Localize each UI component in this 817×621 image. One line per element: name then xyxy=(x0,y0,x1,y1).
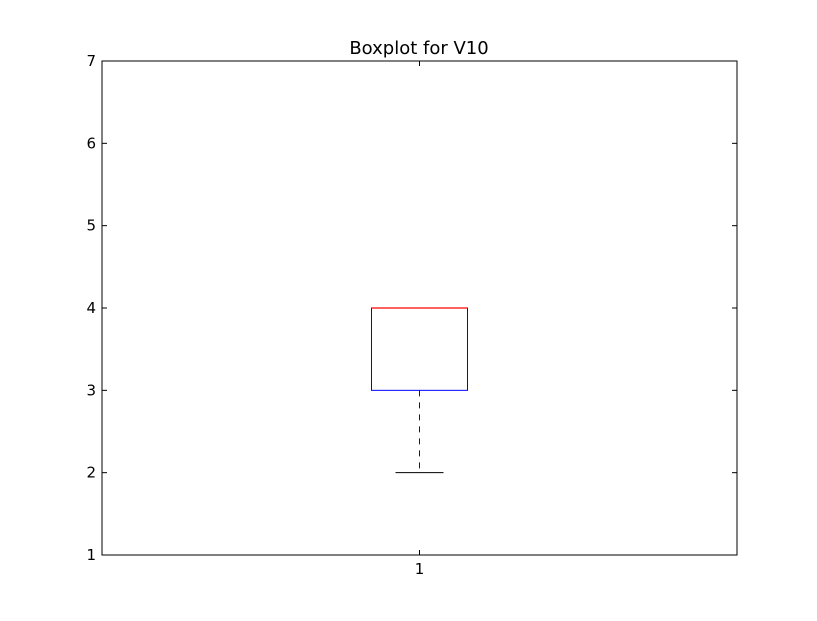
x-tick-label: 1 xyxy=(415,560,425,578)
y-tick-label: 6 xyxy=(86,134,96,152)
chart-title: Boxplot for V10 xyxy=(349,38,488,59)
y-tick-label: 7 xyxy=(86,52,96,70)
y-tick-label: 1 xyxy=(86,546,96,564)
y-tick-label: 5 xyxy=(86,217,96,235)
box xyxy=(371,307,468,391)
y-tick-label: 3 xyxy=(86,381,96,399)
y-tick-label: 2 xyxy=(86,464,96,482)
y-tick-label: 4 xyxy=(86,299,96,317)
plot-area: 1 2 3 4 5 6 7 1 xyxy=(86,52,738,578)
